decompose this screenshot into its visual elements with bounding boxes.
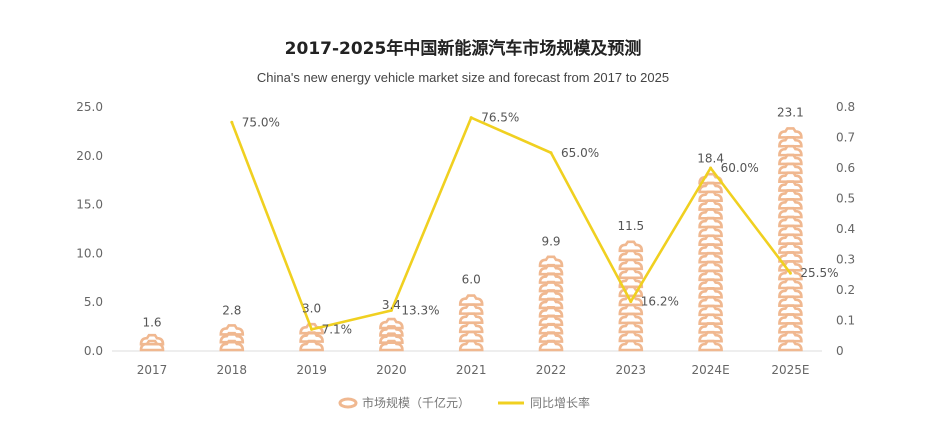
bar [139, 333, 165, 352]
line-value-label: 13.3% [401, 303, 439, 317]
car-icon [618, 303, 644, 316]
line-value-label: 75.0% [242, 115, 280, 129]
bar-value-label: 3.4 [382, 298, 401, 312]
line-point [310, 327, 314, 331]
line-value-label: 16.2% [641, 295, 679, 309]
x-axis-tick: 2023 [616, 363, 647, 377]
line-point [709, 166, 713, 170]
legend-bar-label: 市场规模（千亿元） [362, 395, 470, 410]
car-icon [618, 321, 644, 334]
bar-value-label: 6.0 [462, 272, 481, 286]
bar [538, 255, 564, 352]
car-icon [458, 294, 484, 306]
left-axis-tick: 0.0 [84, 344, 103, 358]
right-axis-tick: 0.2 [836, 283, 855, 297]
right-axis-tick: 0.3 [836, 253, 855, 267]
bar [618, 240, 644, 352]
x-axis-tick: 2025E [771, 363, 809, 377]
car-icon [618, 258, 644, 271]
left-axis-tick: 15.0 [76, 198, 103, 212]
x-axis-tick: 2021 [456, 363, 487, 377]
left-axis-tick: 20.0 [76, 149, 103, 163]
car-icon [618, 240, 644, 253]
car-icon [219, 324, 245, 336]
car-icon [458, 330, 484, 343]
bar [778, 127, 803, 352]
right-axis-tick: 0.6 [836, 161, 855, 175]
car-icon [618, 339, 644, 352]
line-value-label: 25.5% [800, 266, 838, 280]
bar-value-label: 3.0 [302, 302, 321, 316]
line-point [788, 271, 792, 275]
bar-value-label: 1.6 [142, 315, 161, 329]
car-icon [379, 332, 404, 345]
line-value-label: 65.0% [561, 146, 599, 160]
car-icon [299, 322, 324, 335]
line-value-label: 7.1% [322, 322, 353, 336]
car-icon [139, 333, 165, 346]
bar-value-label: 9.9 [541, 234, 560, 248]
car-icon [458, 303, 484, 315]
car-icon [618, 267, 644, 280]
chart-title: 2017-2025年中国新能源汽车市场规模及预测 [285, 38, 642, 59]
bar-value-label: 18.4 [697, 151, 724, 165]
car-icon [139, 339, 165, 352]
x-axis-tick: 2017 [137, 363, 168, 377]
legend-line-label: 同比增长率 [530, 395, 590, 410]
x-axis-tick: 2020 [376, 363, 407, 377]
bar [299, 322, 324, 352]
line-value-label: 60.0% [721, 161, 759, 175]
left-axis-tick: 10.0 [76, 246, 103, 260]
car-icon [618, 249, 644, 262]
bar [379, 317, 404, 352]
line-value-label: 76.5% [481, 111, 519, 125]
growth-line [230, 116, 792, 331]
line-point [469, 116, 473, 120]
chart-subtitle: China's new energy vehicle market size a… [257, 70, 669, 85]
x-axis-tick: 2022 [536, 363, 567, 377]
bar-value-label: 11.5 [617, 219, 644, 233]
bar-value-label: 2.8 [222, 304, 241, 318]
bar [219, 324, 245, 352]
bar-value-label: 23.1 [777, 106, 804, 120]
car-icon [458, 339, 484, 352]
car-icon [379, 339, 404, 352]
x-axis-tick: 2018 [217, 363, 248, 377]
legend-bar-swatch [338, 397, 358, 409]
car-icon [618, 330, 644, 343]
car-icon [379, 317, 404, 330]
line-point [230, 120, 234, 124]
x-axis-tick: 2019 [296, 363, 327, 377]
line-point [549, 151, 553, 155]
car-icon [538, 255, 564, 268]
right-axis-tick: 0.8 [836, 100, 855, 114]
right-axis-tick: 0 [836, 344, 844, 358]
line-point [629, 300, 633, 304]
car-icon [618, 312, 644, 325]
car-icon [379, 325, 404, 337]
bar [698, 172, 723, 352]
left-axis-tick: 5.0 [84, 295, 103, 309]
bar [458, 294, 484, 352]
right-axis-tick: 0.7 [836, 131, 855, 145]
x-axis-tick: 2024E [692, 363, 730, 377]
line-point [389, 308, 393, 312]
right-axis-tick: 0.5 [836, 192, 855, 206]
left-axis-tick: 25.0 [76, 100, 103, 114]
right-axis-tick: 0.1 [836, 314, 855, 328]
right-axis-tick: 0.4 [836, 222, 855, 236]
car-icon [458, 312, 484, 325]
car-icon [778, 127, 803, 139]
legend: 市场规模（千亿元） 同比增长率 [338, 395, 590, 410]
car-icon [458, 321, 484, 334]
